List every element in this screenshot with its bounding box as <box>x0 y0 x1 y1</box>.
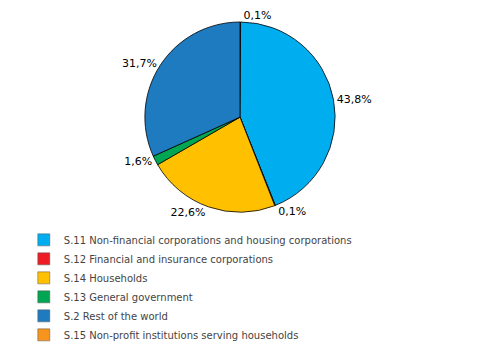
svg-text:0,1%: 0,1% <box>278 205 306 218</box>
svg-text:S.13 General government: S.13 General government <box>64 292 193 303</box>
svg-text:31,7%: 31,7% <box>122 57 157 70</box>
svg-text:0,1%: 0,1% <box>244 9 272 22</box>
svg-text:S.15 Non-profit institutions s: S.15 Non-profit institutions serving hou… <box>64 330 299 341</box>
svg-text:22,6%: 22,6% <box>170 206 205 219</box>
svg-text:S.14 Households: S.14 Households <box>64 273 148 284</box>
svg-text:43,8%: 43,8% <box>337 93 372 106</box>
svg-text:S.2 Rest of the world: S.2 Rest of the world <box>64 311 168 322</box>
svg-text:1,6%: 1,6% <box>124 155 152 168</box>
svg-text:S.11 Non-financial corporation: S.11 Non-financial corporations and hous… <box>64 235 352 246</box>
svg-text:S.12 Financial and insurance c: S.12 Financial and insurance corporation… <box>64 254 273 265</box>
